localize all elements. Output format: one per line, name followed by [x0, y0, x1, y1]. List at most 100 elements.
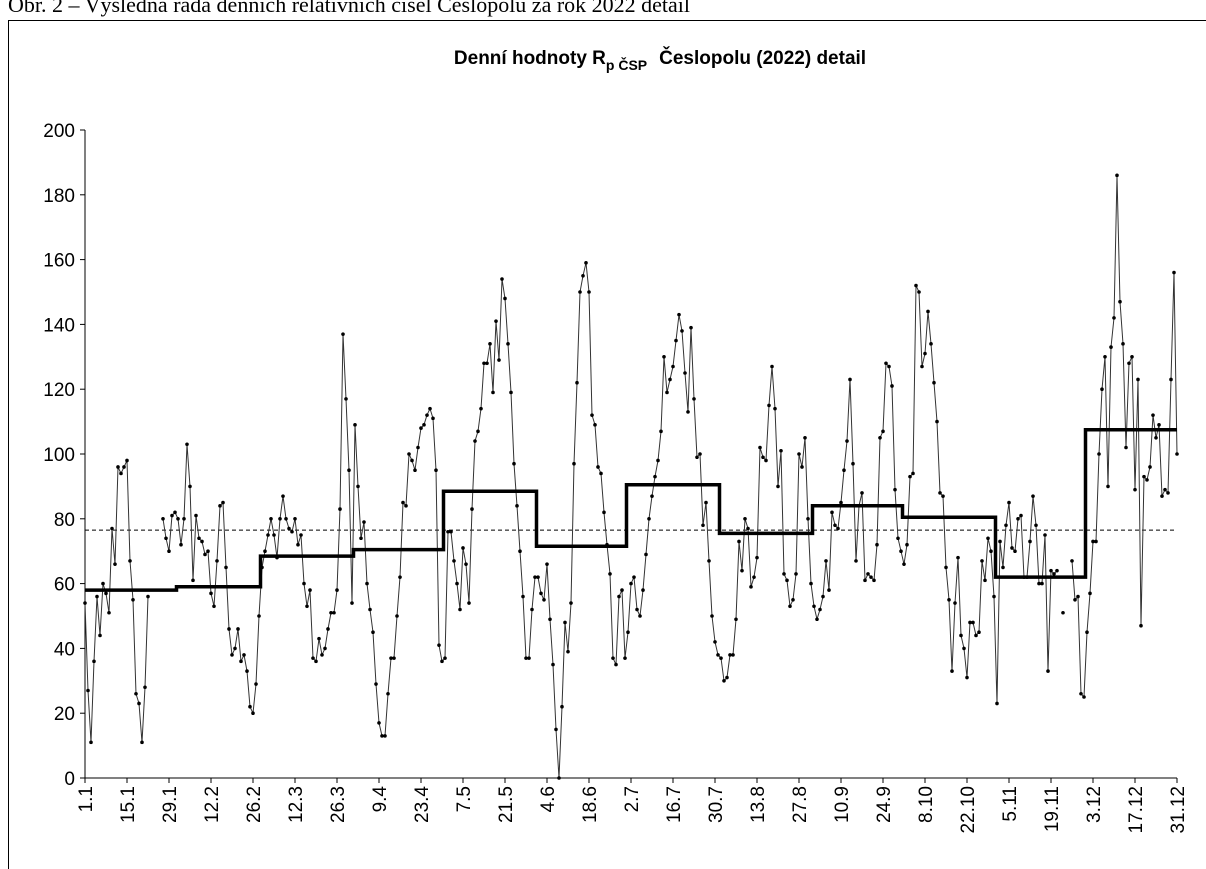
daily-point [101, 581, 105, 586]
daily-point [548, 617, 552, 622]
daily-point [788, 604, 792, 609]
daily-point [191, 578, 195, 583]
daily-point [110, 526, 114, 531]
daily-point [722, 679, 726, 683]
daily-point [395, 614, 399, 618]
daily-point [995, 701, 999, 706]
x-tick-label: 31.12 [1168, 786, 1189, 834]
daily-point [854, 559, 858, 563]
daily-point [209, 591, 213, 596]
daily-point [770, 364, 774, 369]
daily-point [482, 361, 486, 366]
daily-point [914, 283, 918, 288]
daily-point [356, 484, 360, 489]
daily-point [884, 361, 888, 366]
daily-point [326, 627, 330, 631]
daily-point [710, 614, 714, 618]
daily-point [104, 591, 108, 596]
daily-point [686, 410, 690, 414]
daily-point [536, 575, 540, 579]
daily-point [113, 562, 117, 566]
x-tick-label: 18.6 [580, 786, 601, 823]
daily-point [704, 500, 708, 505]
daily-point [851, 461, 855, 466]
daily-point [713, 640, 717, 644]
daily-point [362, 520, 366, 524]
daily-point [929, 342, 933, 346]
daily-point [1049, 568, 1053, 573]
daily-point [1136, 377, 1140, 382]
daily-point [656, 458, 660, 463]
daily-point [251, 711, 255, 715]
daily-point [1010, 546, 1014, 550]
y-tick-label: 200 [43, 121, 75, 142]
daily-point [806, 517, 810, 521]
daily-point [938, 491, 942, 495]
daily-point [470, 507, 474, 511]
x-tick-label: 3.12 [1084, 786, 1105, 823]
daily-point [947, 598, 951, 602]
daily-point [194, 513, 198, 518]
x-tick-label: 12.3 [286, 786, 307, 823]
x-tick-label: 15.1 [118, 786, 139, 823]
daily-point [269, 517, 273, 521]
x-tick-label: 4.6 [538, 786, 559, 812]
daily-point [764, 458, 768, 463]
daily-point [1079, 691, 1083, 696]
daily-point [626, 630, 630, 634]
daily-point [842, 468, 846, 473]
daily-point [974, 633, 978, 638]
x-tick-label: 29.1 [160, 786, 181, 823]
frame [8, 20, 1206, 869]
daily-point [422, 423, 426, 427]
daily-point [518, 549, 522, 553]
daily-point [371, 630, 375, 634]
daily-point [236, 627, 240, 631]
daily-point [716, 653, 720, 657]
daily-point [935, 419, 939, 424]
daily-point [725, 675, 729, 680]
daily-point [773, 406, 777, 411]
daily-point [677, 312, 681, 317]
daily-point [1055, 568, 1059, 573]
daily-point [761, 455, 765, 460]
daily-point [818, 607, 822, 612]
daily-point [662, 355, 666, 359]
daily-point [992, 594, 996, 599]
daily-point [230, 653, 234, 657]
daily-point [875, 542, 879, 547]
daily-point [170, 513, 174, 518]
daily-point [320, 653, 324, 657]
daily-point [824, 559, 828, 563]
daily-point [350, 601, 354, 605]
daily-point [692, 397, 696, 401]
daily-point [1121, 342, 1125, 346]
daily-point [215, 559, 219, 563]
daily-point [581, 274, 585, 278]
daily-point [1028, 539, 1032, 544]
daily-point [866, 572, 870, 576]
daily-point [695, 455, 699, 460]
daily-point [206, 549, 210, 553]
daily-point [617, 594, 621, 599]
chart-title: Denní hodnoty Rp ČSP Česlopolu (2022) det… [454, 47, 866, 73]
daily-point [1037, 581, 1041, 586]
daily-point [569, 601, 573, 605]
daily-point [737, 539, 741, 544]
daily-point [902, 562, 906, 566]
daily-point [428, 406, 432, 411]
daily-point [1070, 559, 1074, 563]
x-tick-label: 27.8 [790, 786, 811, 823]
daily-point [530, 607, 534, 612]
daily-point [1112, 316, 1116, 320]
daily-point [977, 630, 981, 634]
x-tick-label: 2.7 [622, 786, 643, 812]
daily-point [659, 429, 663, 434]
daily-point [386, 691, 390, 696]
y-tick-label: 80 [54, 510, 75, 531]
monthly-mean-line [85, 427, 1177, 592]
daily-point [923, 351, 927, 356]
daily-line [84, 175, 1178, 779]
daily-point [347, 468, 351, 473]
daily-point [746, 526, 750, 531]
